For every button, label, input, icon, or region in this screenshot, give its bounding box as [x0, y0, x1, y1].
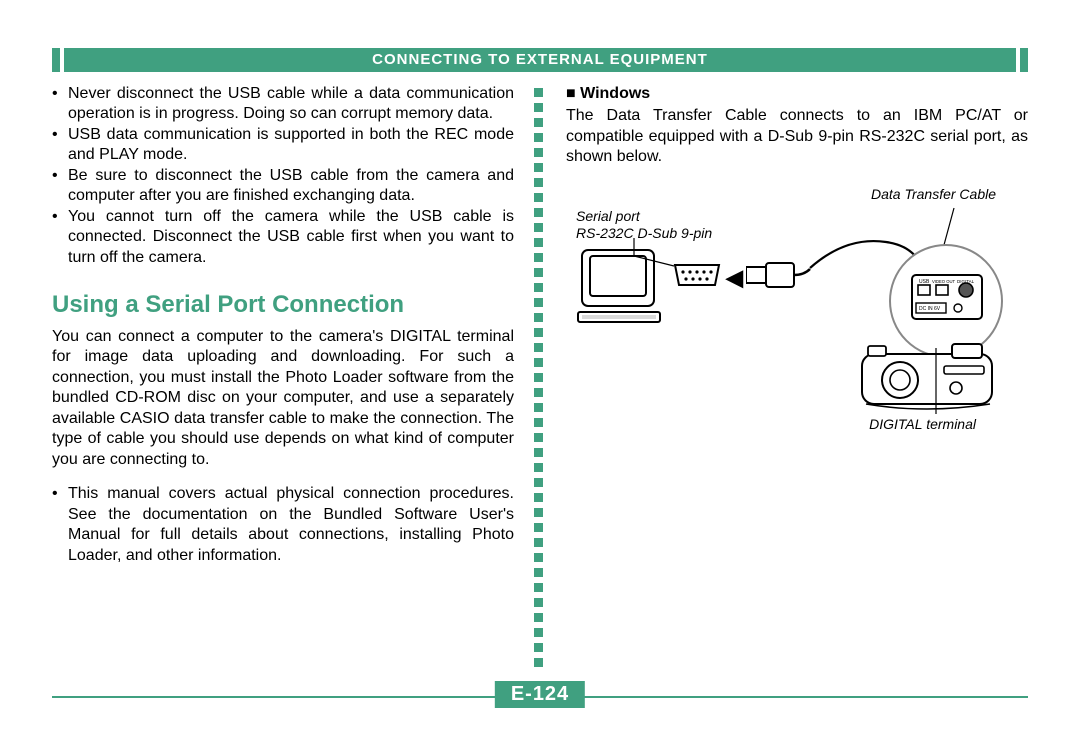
header-bar: CONNECTING TO EXTERNAL EQUIPMENT: [52, 48, 1028, 72]
body-paragraph: The Data Transfer Cable connects to an I…: [566, 106, 1028, 167]
arrow-left-icon: ◀: [726, 264, 743, 292]
header-title: CONNECTING TO EXTERNAL EQUIPMENT: [64, 48, 1016, 72]
bullet-item: •Never disconnect the USB cable while a …: [52, 84, 514, 125]
leader-line: [916, 346, 956, 416]
column-divider: [534, 84, 546, 684]
accent-bar-right: [1020, 48, 1028, 72]
accent-bar-left: [52, 48, 60, 72]
svg-text:USB: USB: [919, 279, 930, 285]
bullet-item: •USB data communication is supported in …: [52, 125, 514, 166]
windows-subhead: Windows: [566, 84, 1028, 104]
page-number: E-124: [495, 681, 585, 708]
diagram-label-cable: Data Transfer Cable: [871, 186, 996, 203]
content-columns: •Never disconnect the USB cable while a …: [52, 84, 1028, 684]
bullet-item: •Be sure to disconnect the USB cable fro…: [52, 166, 514, 207]
left-column: •Never disconnect the USB cable while a …: [52, 84, 514, 684]
bullet-item: •You cannot turn off the camera while th…: [52, 207, 514, 268]
bullet-item: •This manual covers actual physical conn…: [52, 484, 514, 566]
section-heading: Using a Serial Port Connection: [52, 290, 514, 321]
right-column: Windows The Data Transfer Cable connects…: [566, 84, 1028, 684]
body-paragraph: You can connect a computer to the camera…: [52, 327, 514, 470]
svg-text:DC IN 6V: DC IN 6V: [919, 306, 941, 312]
manual-page: CONNECTING TO EXTERNAL EQUIPMENT •Never …: [0, 0, 1080, 730]
svg-text:VIDEO OUT: VIDEO OUT: [932, 279, 955, 284]
connection-diagram: Data Transfer Cable Serial port RS-232C …: [566, 186, 1006, 446]
svg-text:DIGITAL: DIGITAL: [957, 279, 975, 284]
diagram-label-terminal: DIGITAL terminal: [869, 416, 976, 433]
serial-port-icon: [671, 261, 723, 291]
